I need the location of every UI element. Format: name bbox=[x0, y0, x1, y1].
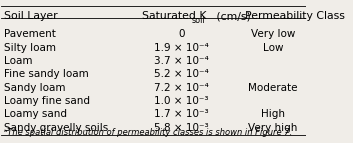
Text: 5.8 × 10⁻³: 5.8 × 10⁻³ bbox=[154, 123, 209, 133]
Text: Loamy sand: Loamy sand bbox=[5, 109, 67, 119]
Text: 1.0 × 10⁻³: 1.0 × 10⁻³ bbox=[154, 96, 209, 106]
Text: Saturated K: Saturated K bbox=[142, 11, 206, 21]
Text: Sandy gravelly soils: Sandy gravelly soils bbox=[5, 123, 109, 133]
Text: (cm/s): (cm/s) bbox=[214, 11, 251, 21]
Text: ᵃThe spatial distribution of permeability classes is shown in Figure 7.: ᵃThe spatial distribution of permeabilit… bbox=[5, 128, 293, 137]
Text: Moderate: Moderate bbox=[248, 83, 298, 93]
Text: 1.9 × 10⁻⁴: 1.9 × 10⁻⁴ bbox=[154, 43, 209, 53]
Text: 7.2 × 10⁻⁴: 7.2 × 10⁻⁴ bbox=[154, 83, 209, 93]
Text: Fine sandy loam: Fine sandy loam bbox=[5, 69, 89, 79]
Text: Permeability Class: Permeability Class bbox=[245, 11, 345, 21]
Text: Sandy loam: Sandy loam bbox=[5, 83, 66, 93]
Text: Soil Layer: Soil Layer bbox=[5, 11, 58, 21]
Text: Loamy fine sand: Loamy fine sand bbox=[5, 96, 90, 106]
Text: High: High bbox=[261, 109, 285, 119]
Text: Low: Low bbox=[263, 43, 283, 53]
Text: 3.7 × 10⁻⁴: 3.7 × 10⁻⁴ bbox=[154, 56, 209, 66]
Text: Silty loam: Silty loam bbox=[5, 43, 56, 53]
Text: Loam: Loam bbox=[5, 56, 33, 66]
Text: 1.7 × 10⁻³: 1.7 × 10⁻³ bbox=[154, 109, 209, 119]
Text: Pavement: Pavement bbox=[5, 29, 56, 39]
Text: Very low: Very low bbox=[251, 29, 295, 39]
Text: soil: soil bbox=[192, 16, 206, 25]
Text: Very high: Very high bbox=[248, 123, 298, 133]
Text: 0: 0 bbox=[178, 29, 185, 39]
Text: 5.2 × 10⁻⁴: 5.2 × 10⁻⁴ bbox=[154, 69, 209, 79]
